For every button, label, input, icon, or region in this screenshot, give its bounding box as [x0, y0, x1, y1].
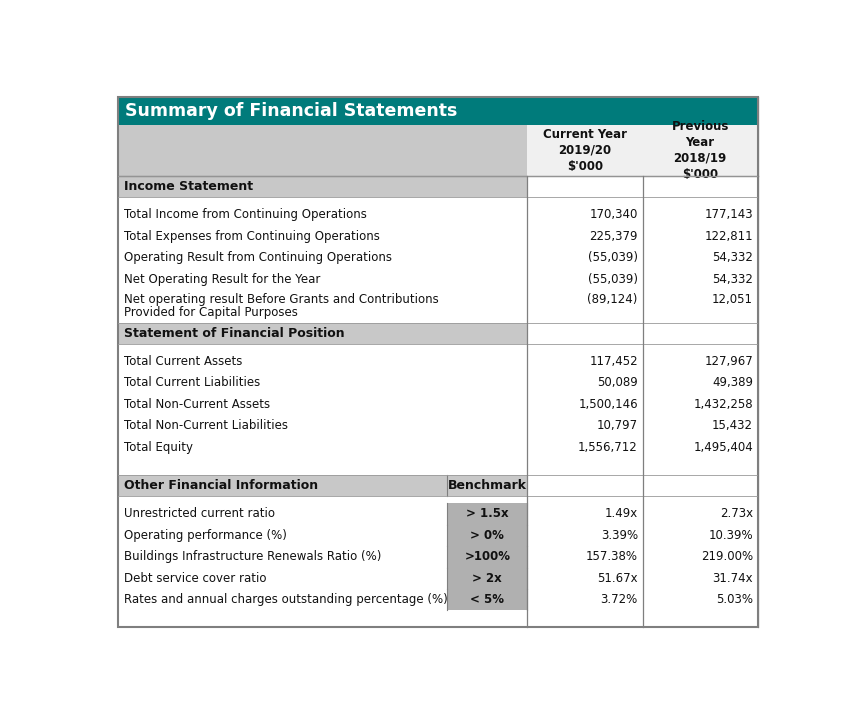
Text: (55,039): (55,039)	[587, 251, 637, 264]
Text: < 5%: < 5%	[470, 593, 503, 606]
Text: 10,797: 10,797	[596, 419, 637, 432]
Text: Income Statement: Income Statement	[124, 180, 252, 193]
Text: 49,389: 49,389	[711, 376, 752, 389]
Text: 2.73x: 2.73x	[719, 508, 752, 521]
Text: 1.49x: 1.49x	[604, 508, 637, 521]
Text: 54,332: 54,332	[711, 272, 752, 285]
Bar	[447, 546, 526, 568]
Bar	[118, 437, 757, 458]
Bar	[118, 475, 447, 496]
Text: >100%: >100%	[464, 551, 510, 564]
Bar	[118, 125, 526, 176]
Text: Total Current Assets: Total Current Assets	[124, 355, 242, 368]
Text: Statement of Financial Position: Statement of Financial Position	[124, 327, 344, 340]
Bar	[118, 247, 757, 268]
Text: (89,124): (89,124)	[587, 293, 637, 305]
Bar	[118, 503, 757, 525]
Bar	[526, 176, 757, 197]
Text: Operating performance (%): Operating performance (%)	[124, 529, 287, 542]
Text: 219.00%: 219.00%	[700, 551, 752, 564]
Bar	[118, 290, 757, 323]
Text: Operating Result from Continuing Operations: Operating Result from Continuing Operati…	[124, 251, 392, 264]
Bar	[118, 344, 757, 351]
Text: 10.39%: 10.39%	[708, 529, 752, 542]
Text: 127,967: 127,967	[704, 355, 752, 368]
Text: Total Income from Continuing Operations: Total Income from Continuing Operations	[124, 208, 366, 222]
Bar	[526, 323, 757, 344]
Text: 3.72%: 3.72%	[600, 593, 637, 606]
Text: Net operating result Before Grants and Contributions: Net operating result Before Grants and C…	[124, 293, 438, 305]
Text: Provided for Capital Purposes: Provided for Capital Purposes	[124, 305, 298, 318]
Bar	[447, 525, 526, 546]
Bar	[526, 125, 641, 176]
Bar	[118, 204, 757, 226]
Text: Unrestricted current ratio: Unrestricted current ratio	[124, 508, 275, 521]
Bar	[118, 372, 757, 394]
Text: Net Operating Result for the Year: Net Operating Result for the Year	[124, 272, 320, 285]
Text: Summary of Financial Statements: Summary of Financial Statements	[125, 102, 457, 120]
Text: Buildings Infrastructure Renewals Ratio (%): Buildings Infrastructure Renewals Ratio …	[124, 551, 380, 564]
Text: 225,379: 225,379	[589, 229, 637, 243]
Text: 122,811: 122,811	[704, 229, 752, 243]
Bar	[526, 475, 757, 496]
Bar	[118, 176, 526, 197]
Bar	[118, 589, 757, 610]
Text: 170,340: 170,340	[589, 208, 637, 222]
Bar	[118, 525, 757, 546]
Bar	[118, 496, 757, 503]
Text: 54,332: 54,332	[711, 251, 752, 264]
Text: Current Year
2019/20
$'000: Current Year 2019/20 $'000	[543, 128, 626, 173]
Text: Other Financial Information: Other Financial Information	[124, 479, 317, 492]
Bar	[118, 394, 757, 415]
Bar	[118, 351, 757, 372]
Text: Total Current Liabilities: Total Current Liabilities	[124, 376, 260, 389]
Text: 15,432: 15,432	[711, 419, 752, 432]
Bar	[118, 546, 757, 568]
Bar	[118, 458, 757, 475]
Text: 1,556,712: 1,556,712	[577, 441, 637, 454]
Text: 3.39%: 3.39%	[600, 529, 637, 542]
Text: 1,432,258: 1,432,258	[693, 398, 752, 411]
Text: 177,143: 177,143	[704, 208, 752, 222]
Text: 51.67x: 51.67x	[596, 571, 637, 585]
Bar	[118, 415, 757, 437]
Text: 12,051: 12,051	[711, 293, 752, 305]
Text: 50,089: 50,089	[596, 376, 637, 389]
Text: 157.38%: 157.38%	[585, 551, 637, 564]
Text: 1,500,146: 1,500,146	[577, 398, 637, 411]
Text: > 0%: > 0%	[470, 529, 503, 542]
Bar	[118, 610, 757, 627]
Text: Previous
Year
2018/19
$'000: Previous Year 2018/19 $'000	[670, 120, 728, 181]
Bar	[447, 568, 526, 589]
Bar	[118, 568, 757, 589]
Text: 117,452: 117,452	[589, 355, 637, 368]
Bar	[447, 503, 526, 525]
Text: Rates and annual charges outstanding percentage (%): Rates and annual charges outstanding per…	[124, 593, 447, 606]
Text: Total Equity: Total Equity	[124, 441, 193, 454]
Bar	[447, 475, 526, 496]
Text: Total Non-Current Assets: Total Non-Current Assets	[124, 398, 270, 411]
Text: Benchmark: Benchmark	[447, 479, 526, 492]
Text: > 1.5x: > 1.5x	[466, 508, 508, 521]
Text: 31.74x: 31.74x	[711, 571, 752, 585]
Text: Total Non-Current Liabilities: Total Non-Current Liabilities	[124, 419, 287, 432]
Bar	[447, 589, 526, 610]
Bar	[641, 125, 757, 176]
Bar	[118, 323, 526, 344]
Bar	[118, 97, 757, 125]
Bar	[118, 197, 757, 204]
Text: Total Expenses from Continuing Operations: Total Expenses from Continuing Operation…	[124, 229, 380, 243]
Bar	[118, 268, 757, 290]
Bar	[118, 226, 757, 247]
Text: > 2x: > 2x	[472, 571, 502, 585]
Text: Debt service cover ratio: Debt service cover ratio	[124, 571, 266, 585]
Text: 5.03%: 5.03%	[716, 593, 752, 606]
Text: 1,495,404: 1,495,404	[693, 441, 752, 454]
Text: (55,039): (55,039)	[587, 272, 637, 285]
